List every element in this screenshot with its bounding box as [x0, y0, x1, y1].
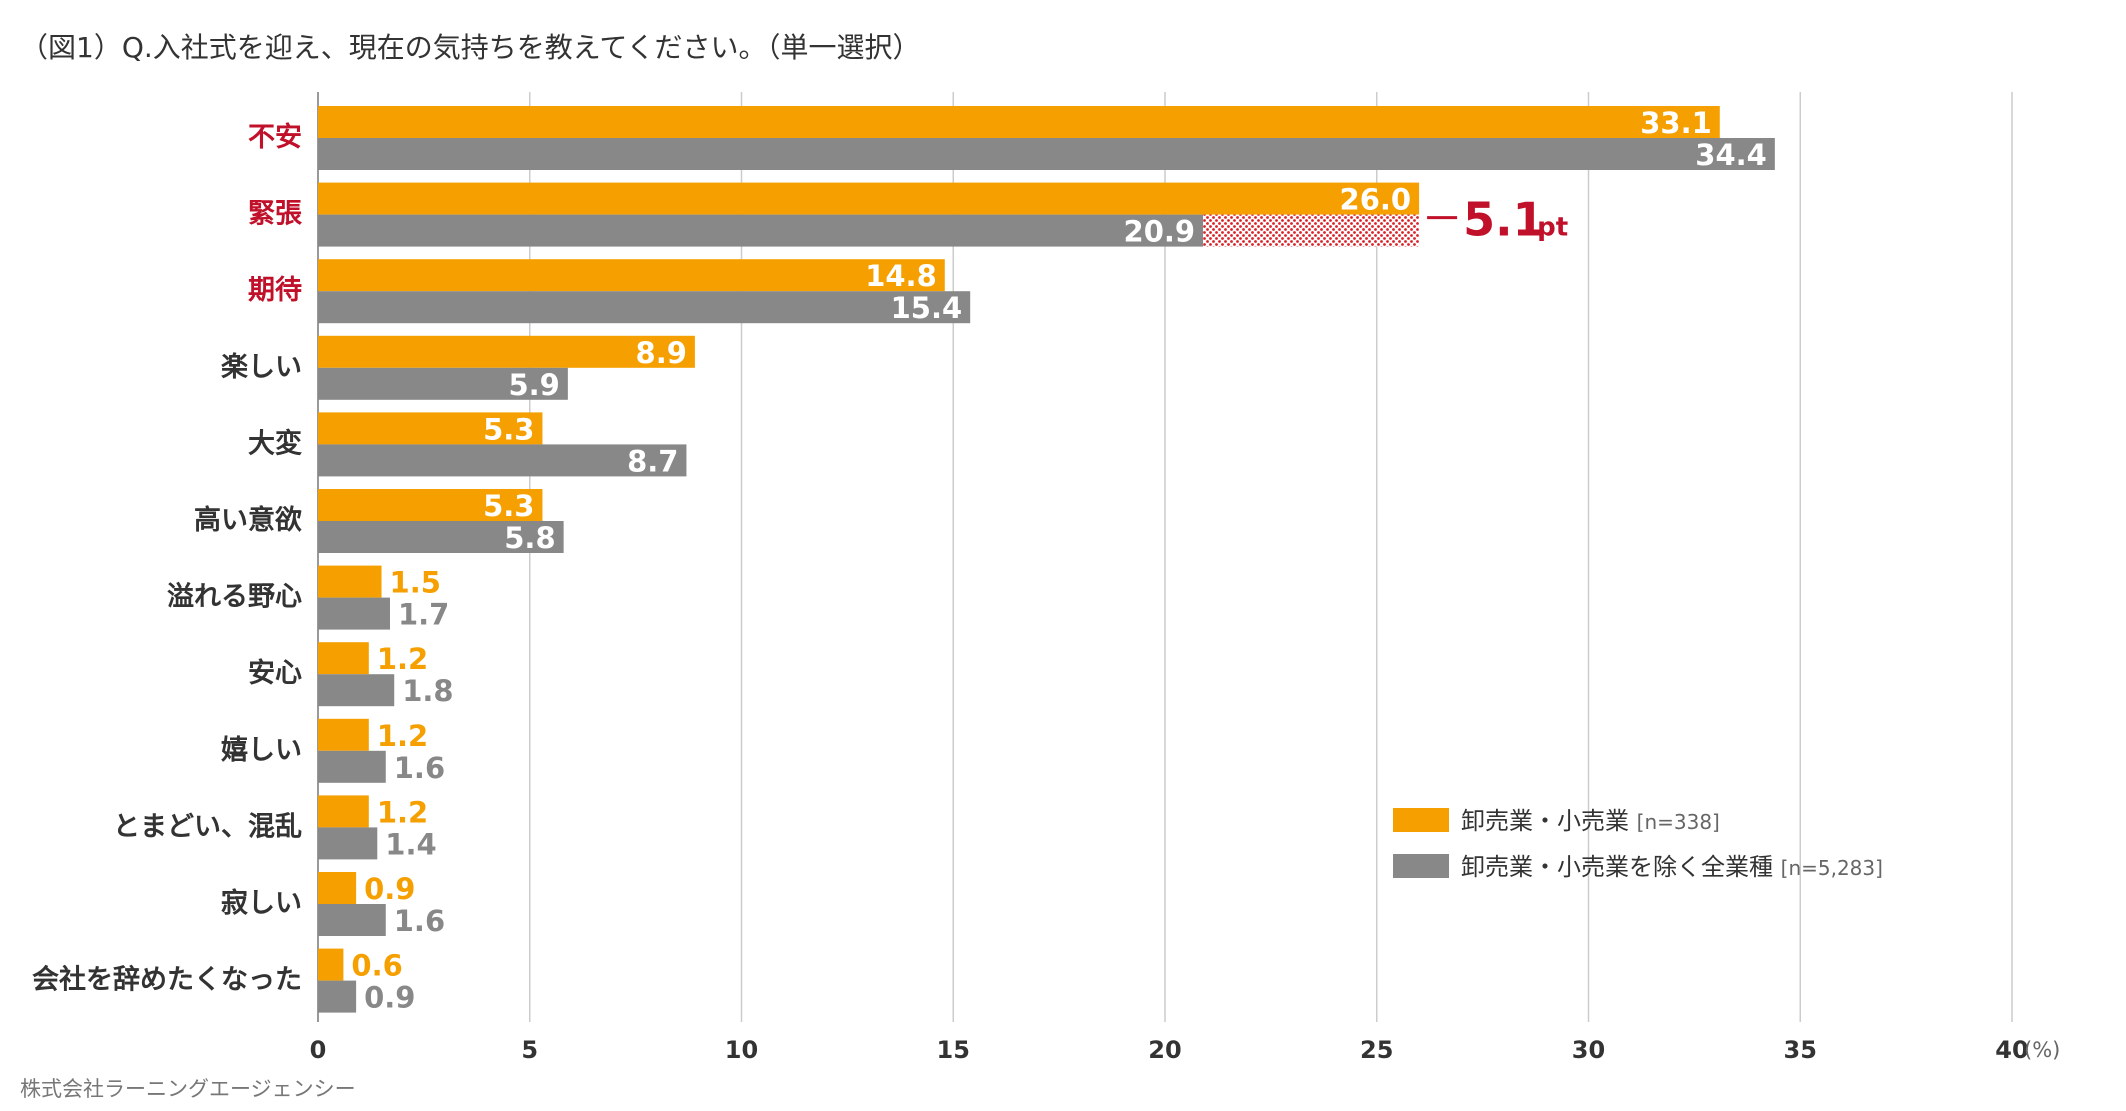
- bar-series1: [318, 489, 543, 521]
- bar-series1: [318, 259, 945, 292]
- value-label-series2: 1.7: [398, 598, 449, 632]
- value-label-series1: 1.5: [390, 566, 441, 600]
- value-label-series2: 1.4: [385, 827, 436, 861]
- category-label: 楽しい: [221, 352, 302, 383]
- legend-label-series2: 卸売業・小売業を除く全業種 [n=5,283]: [1461, 853, 1883, 881]
- bar-series1: [318, 642, 369, 675]
- category-label: 緊張: [248, 199, 303, 230]
- legend-sample-size: [n=5,283]: [1781, 856, 1883, 880]
- category-label: 安心: [248, 658, 302, 689]
- value-label-series2: 8.7: [627, 444, 678, 478]
- value-label-series2: 1.6: [394, 751, 445, 785]
- x-tick-label: 15: [937, 1036, 970, 1064]
- bar-series2: [318, 827, 378, 860]
- x-tick-label: 0: [310, 1036, 327, 1064]
- category-label: 嬉しい: [221, 735, 302, 766]
- label-layer: 0 5 10 15 20 25 30 35 40(%) 不安 33.134.4 緊張 26.0 20.9 期…: [32, 106, 2060, 1064]
- value-label-series2: 34.4: [1695, 138, 1767, 172]
- chart-title: （図1）Q.入社式を迎え、現在の気持ちを教えてください。（単一選択）: [20, 31, 921, 64]
- bar-series1: [318, 718, 369, 751]
- category-label: 期待: [248, 275, 302, 306]
- value-label-series1: 5.3: [483, 412, 534, 446]
- value-label-series1: 1.2: [377, 719, 428, 753]
- bar-layer: [318, 106, 1775, 1013]
- difference-value: 5.1: [1463, 193, 1545, 247]
- value-label-series1: 26.0: [1340, 183, 1412, 217]
- bar-series1: [318, 948, 344, 981]
- difference-unit: pt: [1537, 213, 1568, 243]
- value-label-series2: 1.6: [394, 904, 445, 938]
- bar-series2: [318, 138, 1775, 170]
- bar-series2: [318, 980, 357, 1013]
- bar-series2: [318, 444, 687, 477]
- bar-series1: [318, 412, 543, 445]
- legend-sample-size: [n=338]: [1637, 810, 1720, 834]
- grid-layer: [317, 92, 2013, 1022]
- source-credit: 株式会社ラーニングエージェンシー: [20, 1077, 356, 1101]
- category-label: 大変: [248, 427, 302, 459]
- value-label-series2: 0.9: [364, 981, 415, 1015]
- value-label-series1: 8.9: [636, 336, 687, 370]
- bar-series2: [318, 291, 971, 324]
- bar-series2: [318, 674, 395, 707]
- x-tick-label: 30: [1572, 1036, 1605, 1064]
- x-unit-label: (%): [2024, 1038, 2060, 1062]
- legend-swatch-series2: [1393, 854, 1449, 878]
- value-label-series1: 33.1: [1640, 106, 1712, 140]
- category-label: 不安: [248, 122, 302, 153]
- category-label: 会社を辞めたくなった: [32, 964, 302, 996]
- bar-series2: [318, 367, 568, 400]
- x-tick-label: 10: [725, 1036, 758, 1064]
- value-label-series2: 1.8: [402, 674, 453, 708]
- value-label-series2: 15.4: [891, 291, 963, 325]
- legend-swatch-series1: [1393, 808, 1449, 832]
- bar-series1: [318, 795, 369, 828]
- bar-series1: [318, 335, 695, 368]
- bar-series2: [318, 521, 564, 553]
- x-tick-label: 40: [1995, 1036, 2028, 1064]
- bar-series2: [318, 904, 386, 936]
- legend-label-series1: 卸売業・小売業 [n=338]: [1461, 807, 1720, 835]
- difference-annotation: 5.1pt: [1203, 193, 1568, 247]
- value-label-series1: 0.6: [351, 949, 402, 983]
- value-label-series1: 14.8: [865, 259, 937, 293]
- bar-series1: [318, 565, 382, 598]
- value-label-series1: 0.9: [364, 872, 415, 906]
- difference-hatch: [1203, 214, 1420, 247]
- x-tick-label: 20: [1148, 1036, 1181, 1064]
- category-label: 溢れる野心: [167, 582, 302, 613]
- x-tick-label: 25: [1360, 1036, 1393, 1064]
- value-label-series1: 1.2: [377, 642, 428, 676]
- value-label-series1: 5.3: [483, 489, 534, 523]
- bar-series2: [318, 597, 390, 630]
- value-label-series2: 5.9: [508, 368, 559, 402]
- value-label-series2: 20.9: [1124, 215, 1196, 249]
- value-label-series1: 1.2: [377, 795, 428, 829]
- x-tick-label: 5: [521, 1036, 538, 1064]
- category-label: 高い意欲: [194, 504, 302, 536]
- bar-series2: [318, 214, 1204, 247]
- category-label: とまどい、混乱: [113, 811, 302, 842]
- bar-series1: [318, 182, 1420, 215]
- bar-series1: [318, 872, 357, 904]
- x-tick-label: 35: [1784, 1036, 1817, 1064]
- category-label: 寂しい: [221, 887, 302, 919]
- legend: 卸売業・小売業 [n=338] 卸売業・小売業を除く全業種 [n=5,283]: [1393, 807, 1883, 881]
- bar-series1: [318, 106, 1720, 138]
- value-label-series2: 5.8: [504, 521, 555, 555]
- bar-series2: [318, 750, 386, 783]
